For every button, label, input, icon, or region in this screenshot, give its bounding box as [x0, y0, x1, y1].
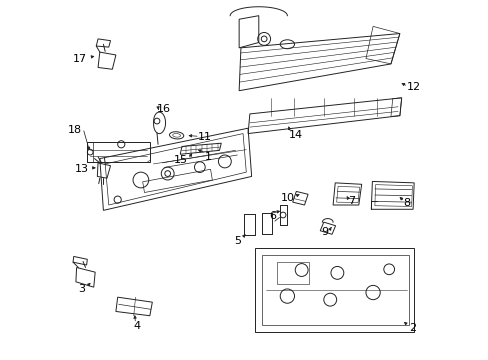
Text: 5: 5 — [233, 236, 241, 246]
Text: 18: 18 — [68, 125, 82, 135]
Text: 6: 6 — [269, 211, 276, 221]
Text: 2: 2 — [408, 323, 415, 333]
Text: 7: 7 — [347, 197, 354, 206]
Text: 11: 11 — [198, 132, 212, 142]
Text: 4: 4 — [134, 321, 141, 332]
Text: 14: 14 — [288, 130, 303, 140]
Text: 3: 3 — [79, 284, 85, 294]
Text: 17: 17 — [73, 54, 87, 64]
Text: 9: 9 — [321, 227, 328, 237]
Text: 10: 10 — [280, 193, 294, 203]
Text: 13: 13 — [75, 164, 89, 174]
Text: 8: 8 — [403, 198, 410, 208]
Text: 12: 12 — [406, 82, 420, 92]
Text: 1: 1 — [205, 152, 212, 162]
Text: 16: 16 — [157, 104, 171, 113]
Text: 15: 15 — [173, 156, 187, 165]
